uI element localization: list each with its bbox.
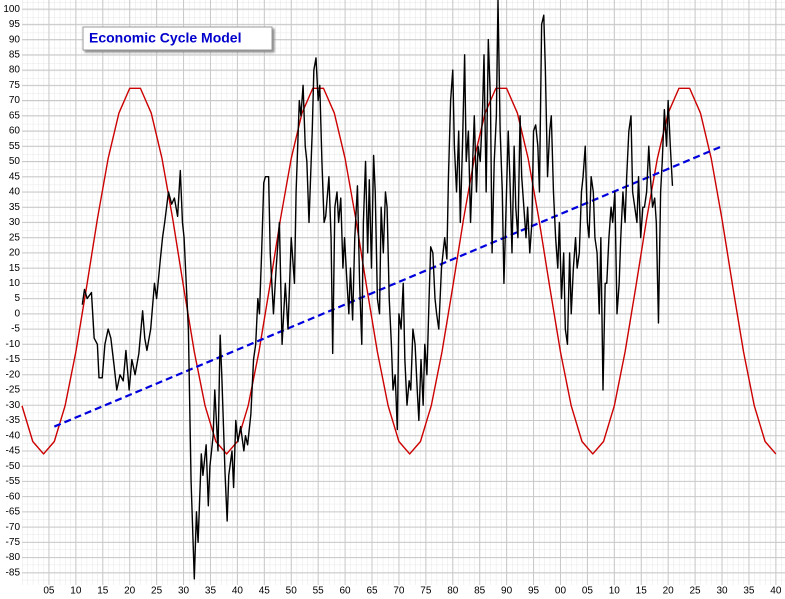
y-tick-label: 15 (9, 263, 21, 274)
y-tick-label: 30 (9, 217, 21, 228)
x-tick-label: 55 (313, 586, 325, 597)
y-tick-label: -65 (6, 507, 21, 518)
y-tick-label: 100 (3, 4, 20, 15)
y-tick-label: 5 (14, 293, 20, 304)
x-tick-label: 50 (286, 586, 298, 597)
x-tick-label: 80 (447, 586, 459, 597)
x-tick-label: 95 (528, 586, 540, 597)
x-tick-label: 40 (770, 586, 782, 597)
y-tick-label: -30 (6, 400, 21, 411)
x-tick-label: 15 (97, 586, 109, 597)
y-tick-label: 70 (9, 95, 21, 106)
y-tick-label: -75 (6, 537, 21, 548)
y-tick-label: 60 (9, 126, 21, 137)
x-tick-label: 30 (716, 586, 728, 597)
x-tick-label: 35 (205, 586, 217, 597)
y-tick-label: -85 (6, 567, 21, 578)
x-tick-label: 75 (420, 586, 432, 597)
y-tick-label: 85 (9, 49, 21, 60)
x-tick-label: 10 (70, 586, 82, 597)
y-tick-label: 10 (9, 278, 21, 289)
y-tick-label: 95 (9, 19, 21, 30)
x-tick-label: 15 (636, 586, 648, 597)
y-tick-label: 55 (9, 141, 21, 152)
y-tick-label: 45 (9, 171, 21, 182)
x-tick-label: 65 (366, 586, 378, 597)
chart-title: Economic Cycle Model (89, 30, 241, 46)
x-tick-label: 05 (582, 586, 594, 597)
x-tick-label: 60 (340, 586, 352, 597)
y-tick-label: -10 (6, 339, 21, 350)
y-tick-label: -35 (6, 415, 21, 426)
x-tick-label: 00 (555, 586, 567, 597)
labels: 1009590858075706560555045403530252015105… (3, 4, 782, 597)
y-tick-label: 40 (9, 187, 21, 198)
y-tick-label: -45 (6, 446, 21, 457)
x-tick-label: 90 (501, 586, 513, 597)
x-tick-label: 05 (43, 586, 55, 597)
x-tick-label: 30 (178, 586, 190, 597)
x-tick-label: 20 (124, 586, 136, 597)
y-tick-label: 65 (9, 110, 21, 121)
y-tick-label: 20 (9, 248, 21, 259)
y-tick-label: -5 (11, 324, 20, 335)
y-tick-label: -20 (6, 369, 21, 380)
y-tick-label: -15 (6, 354, 21, 365)
y-tick-label: -25 (6, 385, 21, 396)
x-tick-label: 45 (259, 586, 271, 597)
lines (21, 0, 777, 580)
series-line (21, 87, 777, 455)
y-tick-label: 90 (9, 34, 21, 45)
x-tick-label: 70 (393, 586, 405, 597)
x-tick-label: 25 (690, 586, 702, 597)
x-tick-label: 35 (743, 586, 755, 597)
y-tick-label: -50 (6, 461, 21, 472)
x-tick-label: 40 (232, 586, 244, 597)
title-box (82, 26, 273, 51)
y-tick-label: -40 (6, 430, 21, 441)
y-tick-label: 80 (9, 65, 21, 76)
x-tick-label: 25 (151, 586, 163, 597)
x-tick-label: 10 (609, 586, 621, 597)
series-line (81, 0, 674, 580)
y-tick-label: 50 (9, 156, 21, 167)
y-tick-label: 35 (9, 202, 21, 213)
y-tick-label: -70 (6, 522, 21, 533)
x-tick-label: 85 (474, 586, 486, 597)
y-tick-label: -55 (6, 476, 21, 487)
y-tick-label: 75 (9, 80, 21, 91)
x-tick-label: 20 (663, 586, 675, 597)
y-tick-label: -60 (6, 491, 21, 502)
y-tick-label: 0 (14, 308, 20, 319)
y-tick-label: 25 (9, 232, 21, 243)
y-tick-label: -80 (6, 552, 21, 563)
